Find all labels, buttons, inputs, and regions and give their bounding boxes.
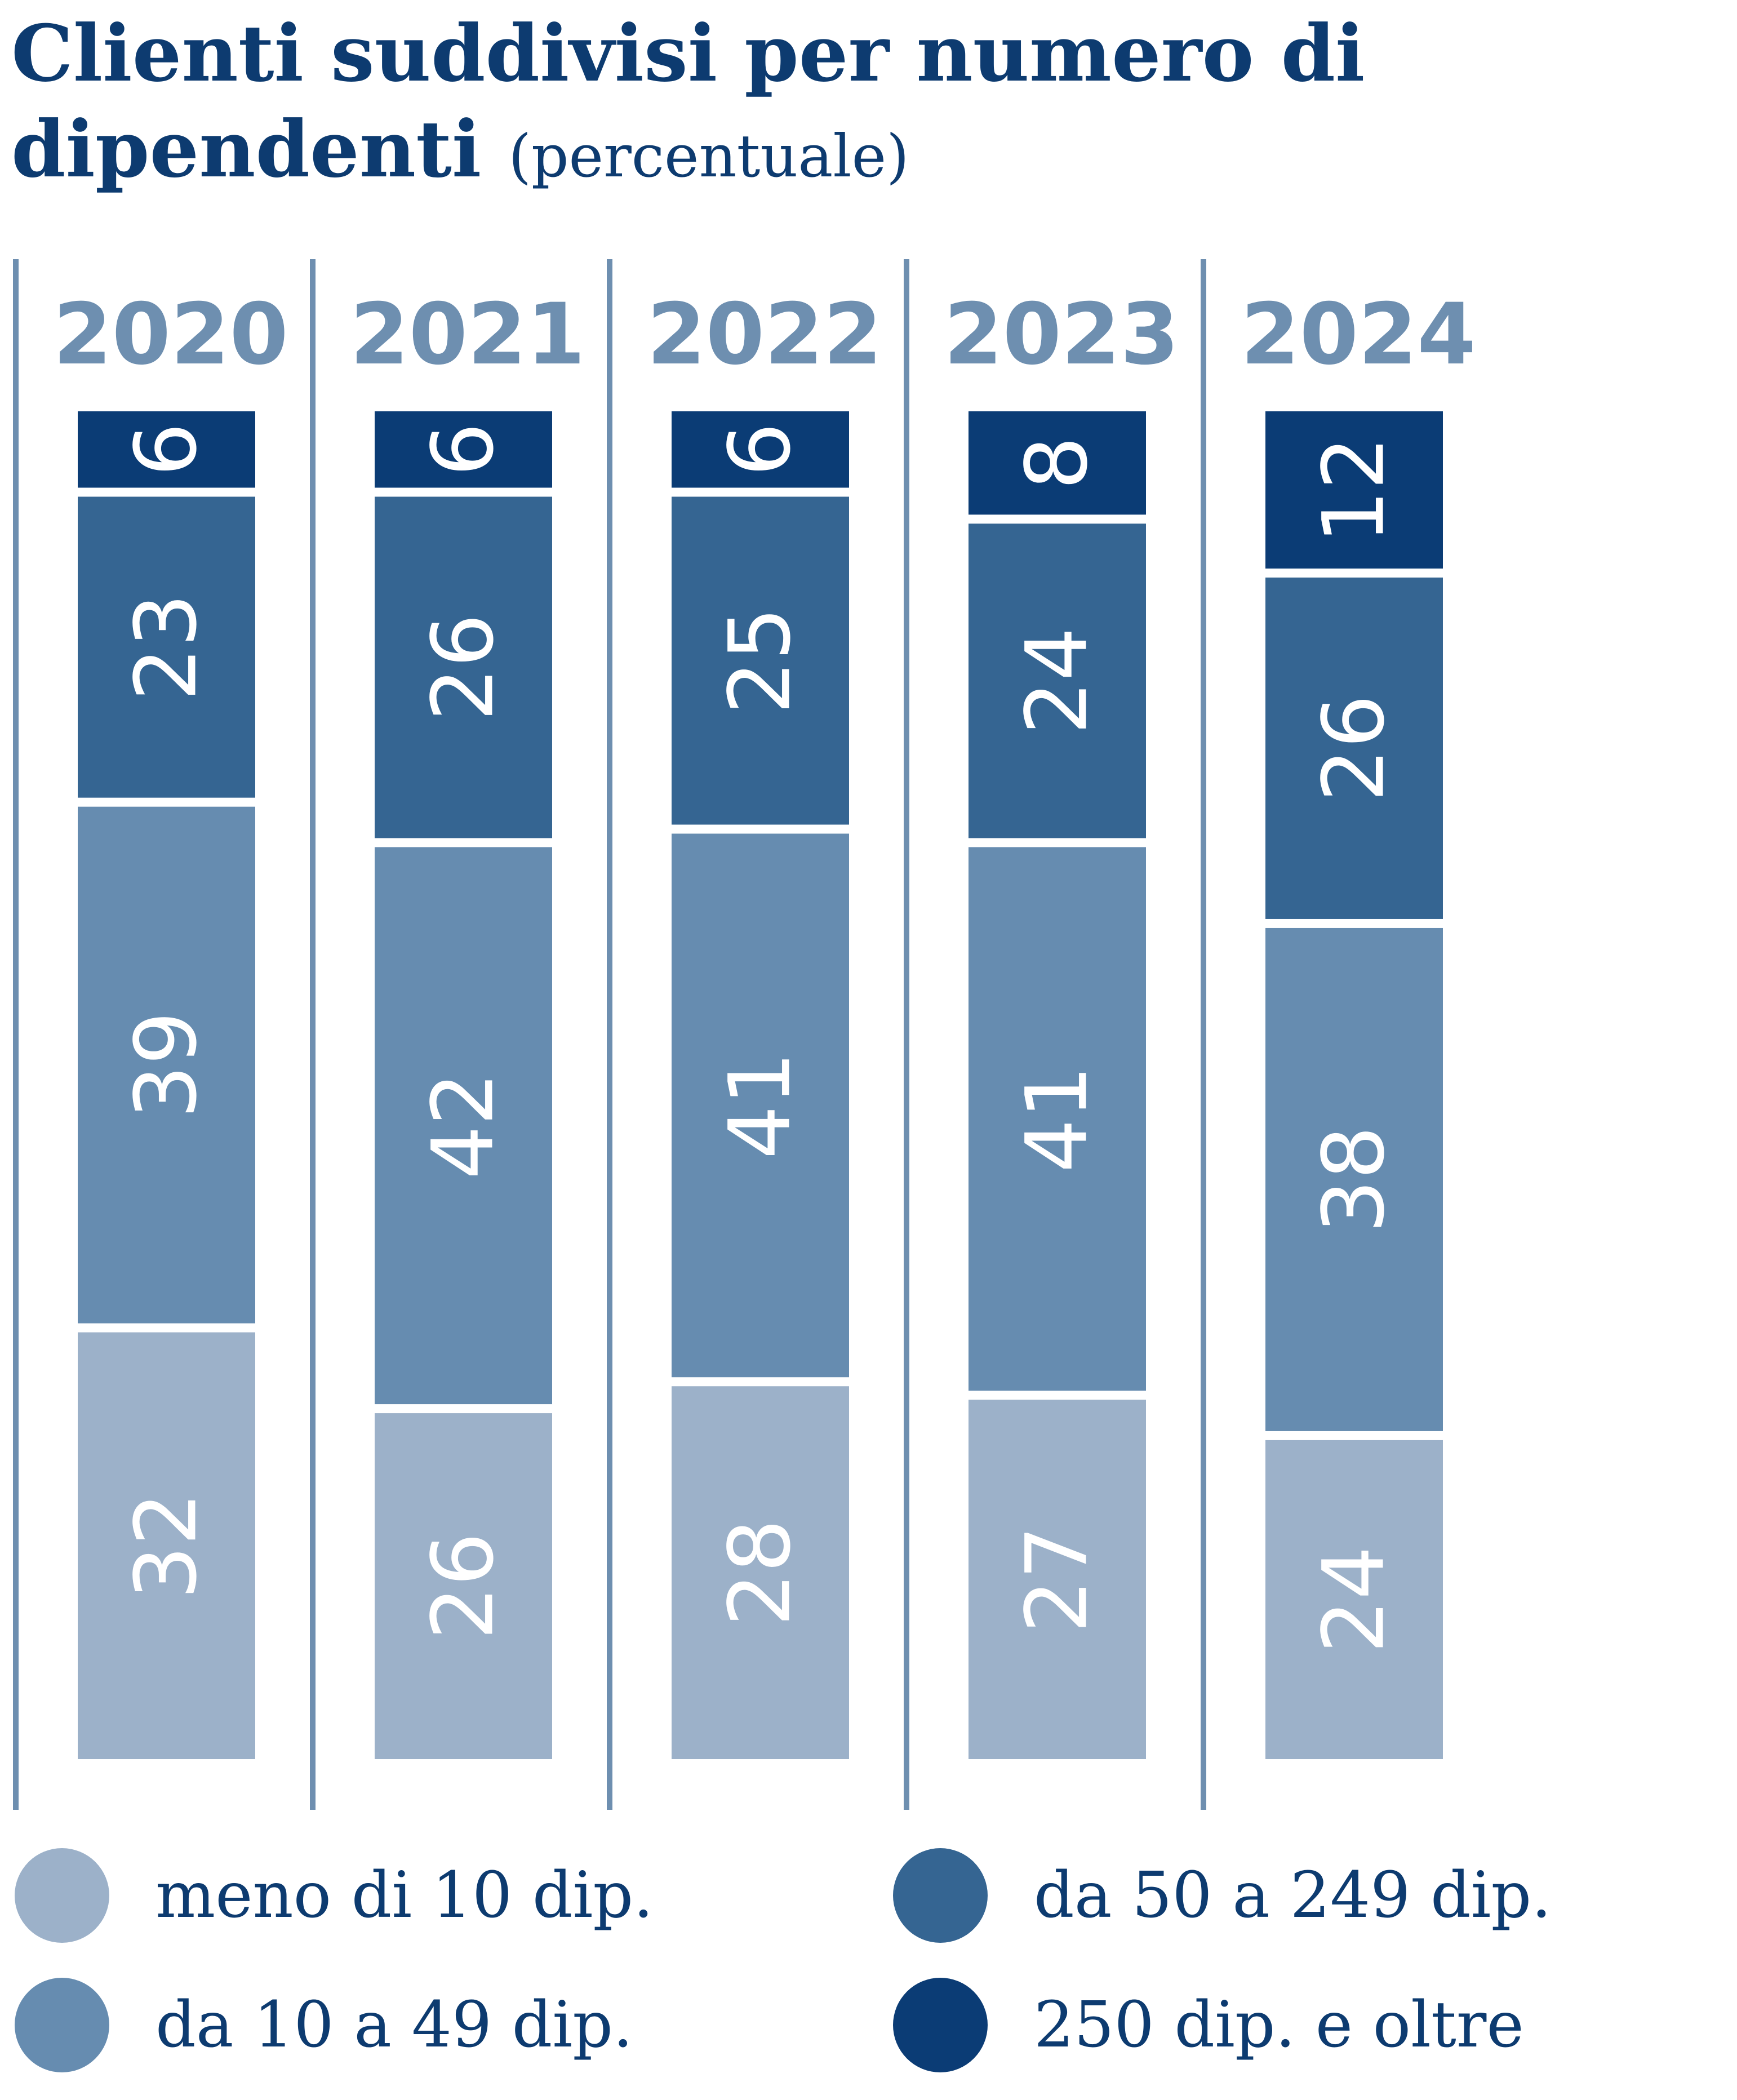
bar-segment	[1265, 411, 1443, 569]
chart-title-unit: (percentuale)	[508, 122, 909, 190]
data-label: 6	[712, 423, 810, 476]
bar-segment	[1265, 1440, 1443, 1759]
data-label: 32	[118, 1492, 216, 1600]
legend-item-50-249: da 50 a 249 dip.	[893, 1848, 1552, 1943]
data-label: 6	[415, 423, 513, 476]
data-label: 41	[1009, 1065, 1107, 1173]
year-label-2020: 2020	[53, 286, 288, 384]
chart-title: Clienti suddivisi per numero di dipenden…	[11, 6, 1724, 204]
data-label: 25	[712, 607, 810, 714]
chart-title-main: Clienti suddivisi per numero di dipenden…	[11, 7, 1365, 195]
legend-label-10-49: da 10 a 49 dip.	[156, 1988, 633, 2062]
bar-segment	[672, 496, 849, 825]
year-label-2021: 2021	[350, 286, 585, 384]
data-label: 23	[118, 593, 216, 701]
legend-swatch-50-249	[893, 1848, 988, 1943]
bar-segment	[375, 496, 552, 838]
legend-label-meno-10: meno di 10 dip.	[156, 1859, 654, 1932]
data-label: 26	[415, 614, 513, 721]
data-label: 24	[1009, 627, 1107, 735]
bar-segment	[969, 411, 1146, 515]
bar-segment	[78, 496, 255, 798]
data-label: 26	[415, 1533, 513, 1640]
legend-label-50-249: da 50 a 249 dip.	[1034, 1859, 1552, 1932]
data-label: 28	[712, 1519, 810, 1627]
bar-segment	[78, 1332, 255, 1759]
year-label-2023: 2023	[944, 286, 1179, 384]
data-label: 41	[712, 1051, 810, 1159]
bar-segment	[672, 411, 849, 488]
stacked-bar-chart: 2020 32 39 23 6 2021 26 42 26 6 2022 28 41 25 6 2023 27 4…	[13, 259, 1476, 1810]
bar-segment	[78, 411, 255, 488]
bar-segment	[375, 847, 552, 1405]
bar-segment	[1265, 578, 1443, 919]
legend-item-250-oltre: 250 dip. e oltre	[893, 1978, 1524, 2072]
data-label: 6	[118, 423, 216, 476]
legend-swatch-10-49	[15, 1978, 109, 2072]
bar-segment	[375, 411, 552, 488]
bar-segment	[672, 833, 849, 1378]
bar-segment	[78, 806, 255, 1324]
bar-segment	[969, 1400, 1146, 1759]
bar-segment	[969, 847, 1146, 1391]
year-label-2022: 2022	[647, 286, 882, 384]
legend-swatch-meno-10	[15, 1848, 109, 1943]
data-label: 38	[1305, 1126, 1403, 1233]
legend-label-250-oltre: 250 dip. e oltre	[1034, 1988, 1524, 2062]
bar-segment	[672, 1386, 849, 1759]
legend-swatch-250-oltre	[893, 1978, 988, 2072]
data-label: 42	[415, 1072, 513, 1179]
data-label: 12	[1305, 436, 1403, 544]
bar-segment	[969, 523, 1146, 838]
data-label: 27	[1009, 1526, 1107, 1633]
data-label: 8	[1009, 436, 1107, 490]
bar-segment	[1265, 927, 1443, 1431]
bar-segment	[375, 1413, 552, 1759]
legend-item-meno-10: meno di 10 dip.	[15, 1848, 654, 1943]
legend-item-10-49: da 10 a 49 dip.	[15, 1978, 633, 2072]
year-label-2024: 2024	[1241, 286, 1476, 384]
data-label: 24	[1305, 1546, 1403, 1654]
data-label: 39	[118, 1011, 216, 1119]
data-label: 26	[1305, 695, 1403, 802]
